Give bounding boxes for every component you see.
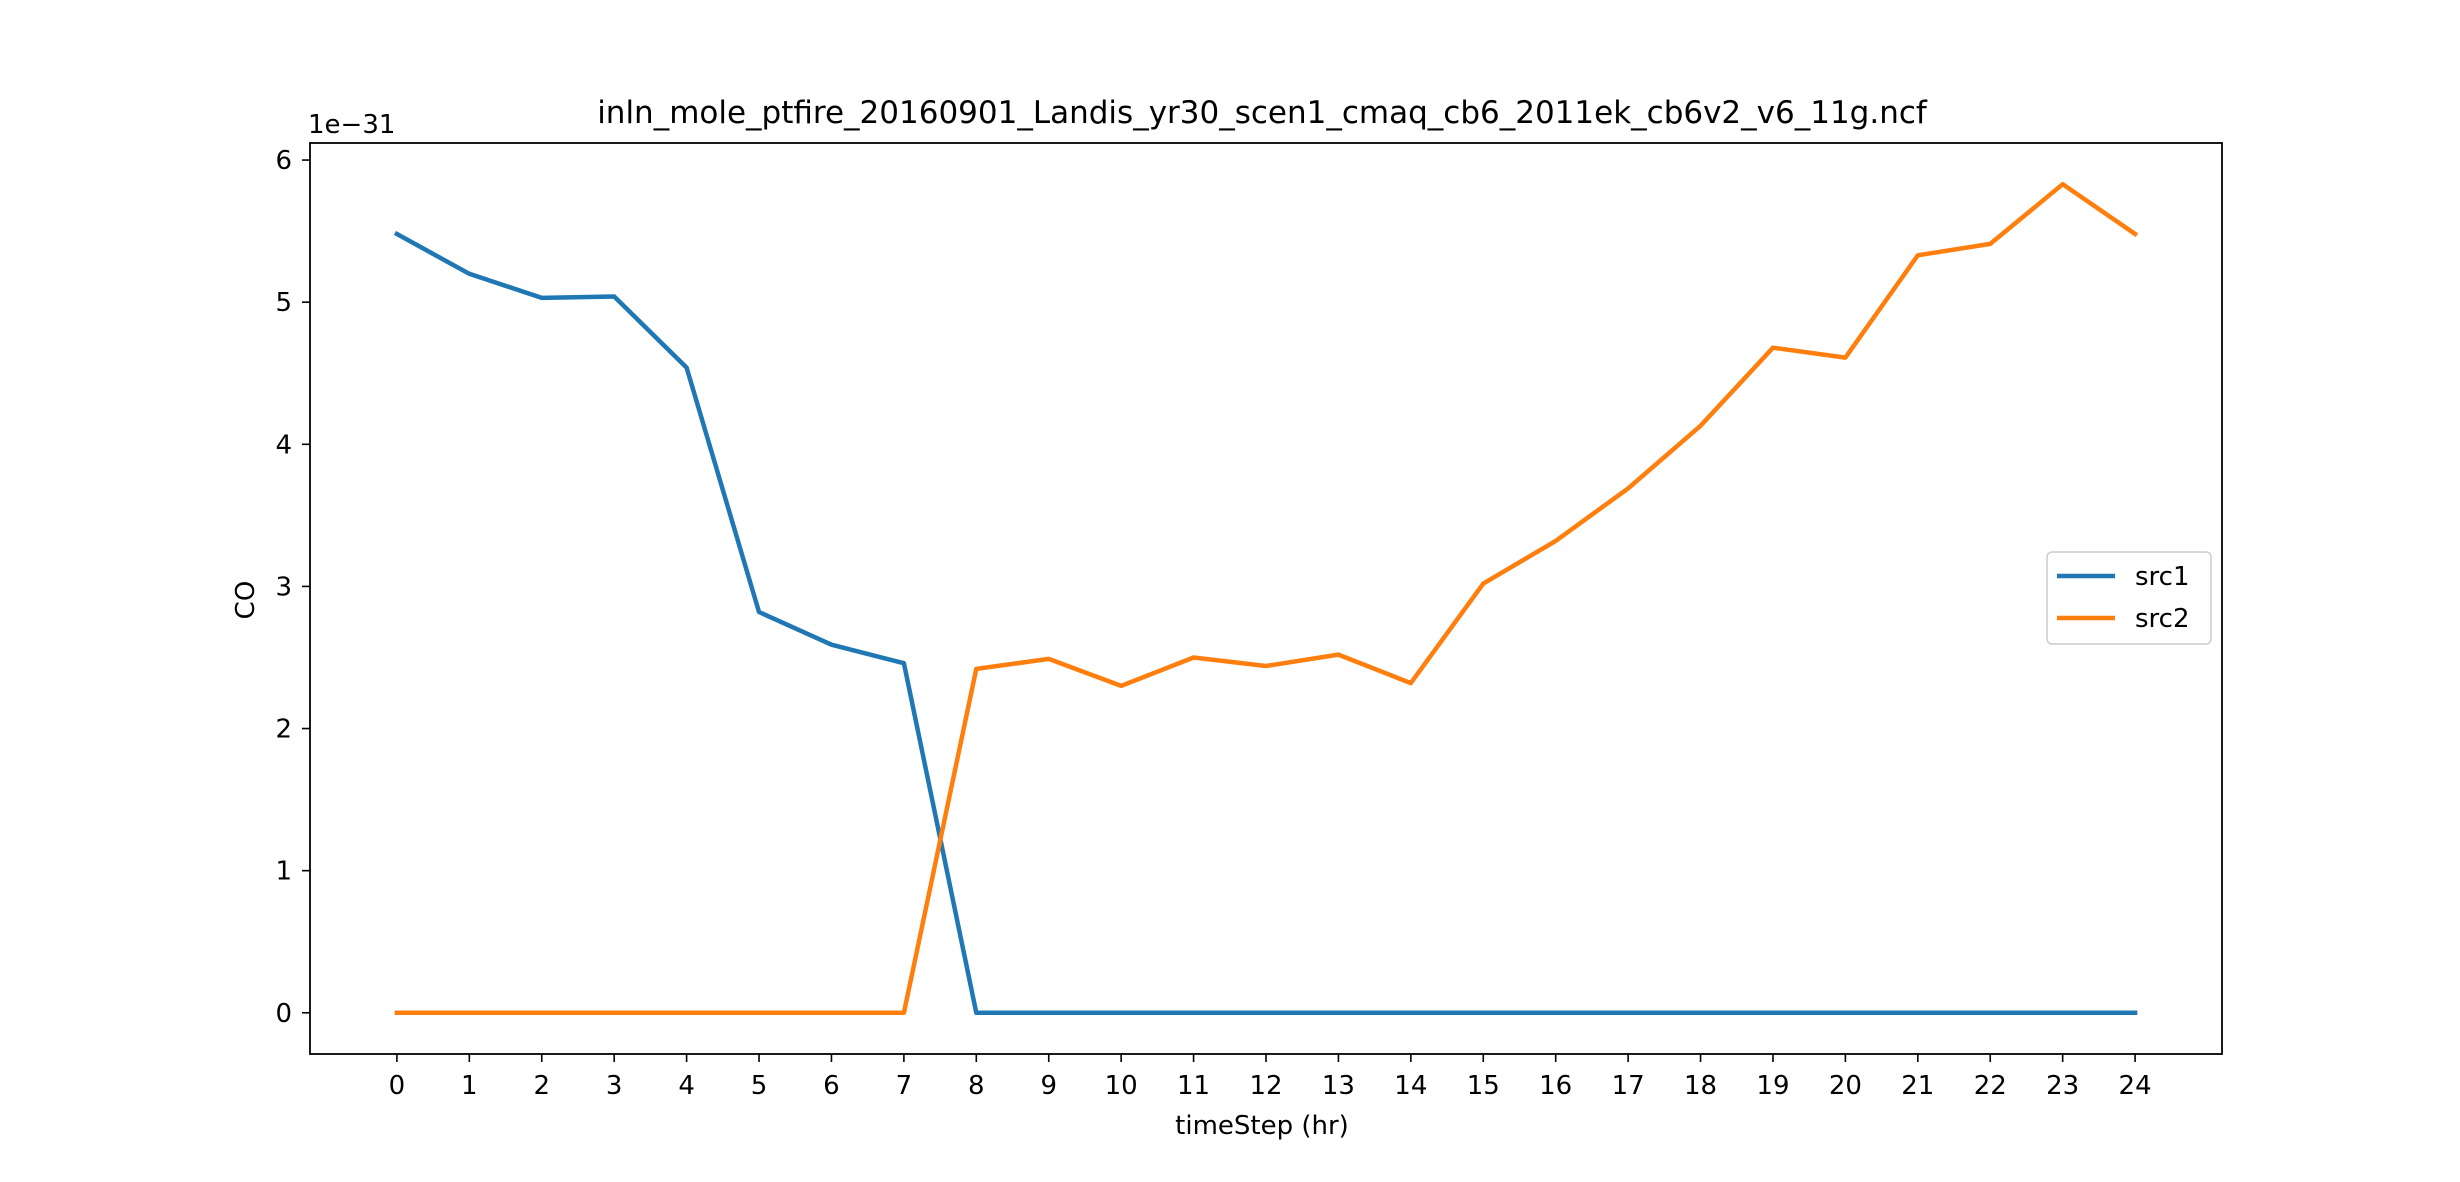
legend: src1 src2	[2046, 551, 2212, 645]
y-tick-label: 1	[275, 857, 292, 887]
x-tick-label: 0	[389, 1071, 406, 1101]
x-tick-label: 10	[1105, 1071, 1138, 1101]
legend-label-src2: src2	[2135, 604, 2190, 634]
x-tick-label: 1	[461, 1071, 478, 1101]
y-tick-label: 2	[275, 715, 292, 745]
x-tick-label: 6	[823, 1071, 840, 1101]
y-tick-label: 4	[275, 430, 292, 460]
y-tick-label: 3	[275, 572, 292, 602]
x-tick-label: 21	[1901, 1071, 1934, 1101]
x-tick-label: 17	[1612, 1071, 1645, 1101]
x-tick-label: 3	[606, 1071, 623, 1101]
x-tick-label: 11	[1177, 1071, 1210, 1101]
x-tick-label: 4	[678, 1071, 695, 1101]
y-tick-label: 5	[275, 288, 292, 318]
x-tick-label: 22	[1974, 1071, 2007, 1101]
chart-title: inln_mole_ptfire_20160901_Landis_yr30_sc…	[597, 95, 1928, 131]
x-axis-label: timeStep (hr)	[1175, 1111, 1349, 1141]
x-tick-label: 20	[1829, 1071, 1862, 1101]
x-tick-label: 19	[1756, 1071, 1789, 1101]
x-tick-label: 9	[1040, 1071, 1057, 1101]
x-tick-label: 12	[1249, 1071, 1282, 1101]
series-line-src2	[394, 181, 2139, 1016]
series-line-src1	[393, 230, 2138, 1016]
x-tick-label: 14	[1394, 1071, 1427, 1101]
y-tick-label: 0	[275, 999, 292, 1029]
plot-area: 0 1 2 3 4 5 6 7 8 9 10 11 12 13 14 15 16 17 18 19 20 21 22 23 24…	[275, 142, 2223, 1101]
x-tick-label: 7	[896, 1071, 913, 1101]
x-tick-label: 16	[1539, 1071, 1572, 1101]
x-tick-label: 8	[968, 1071, 985, 1101]
legend-label-src1: src1	[2135, 562, 2190, 592]
y-tick-label: 6	[275, 146, 292, 176]
x-tick-label: 24	[2119, 1071, 2152, 1101]
x-tick-label: 18	[1684, 1071, 1717, 1101]
x-tick-label: 15	[1467, 1071, 1500, 1101]
x-tick-label: 2	[533, 1071, 550, 1101]
x-tick-label: 5	[751, 1071, 768, 1101]
y-axis-multiplier: 1e−31	[308, 110, 395, 140]
y-axis-label: CO	[231, 581, 261, 620]
x-tick-label: 23	[2046, 1071, 2079, 1101]
x-tick-label: 13	[1322, 1071, 1355, 1101]
plot-frame	[309, 142, 2223, 1055]
